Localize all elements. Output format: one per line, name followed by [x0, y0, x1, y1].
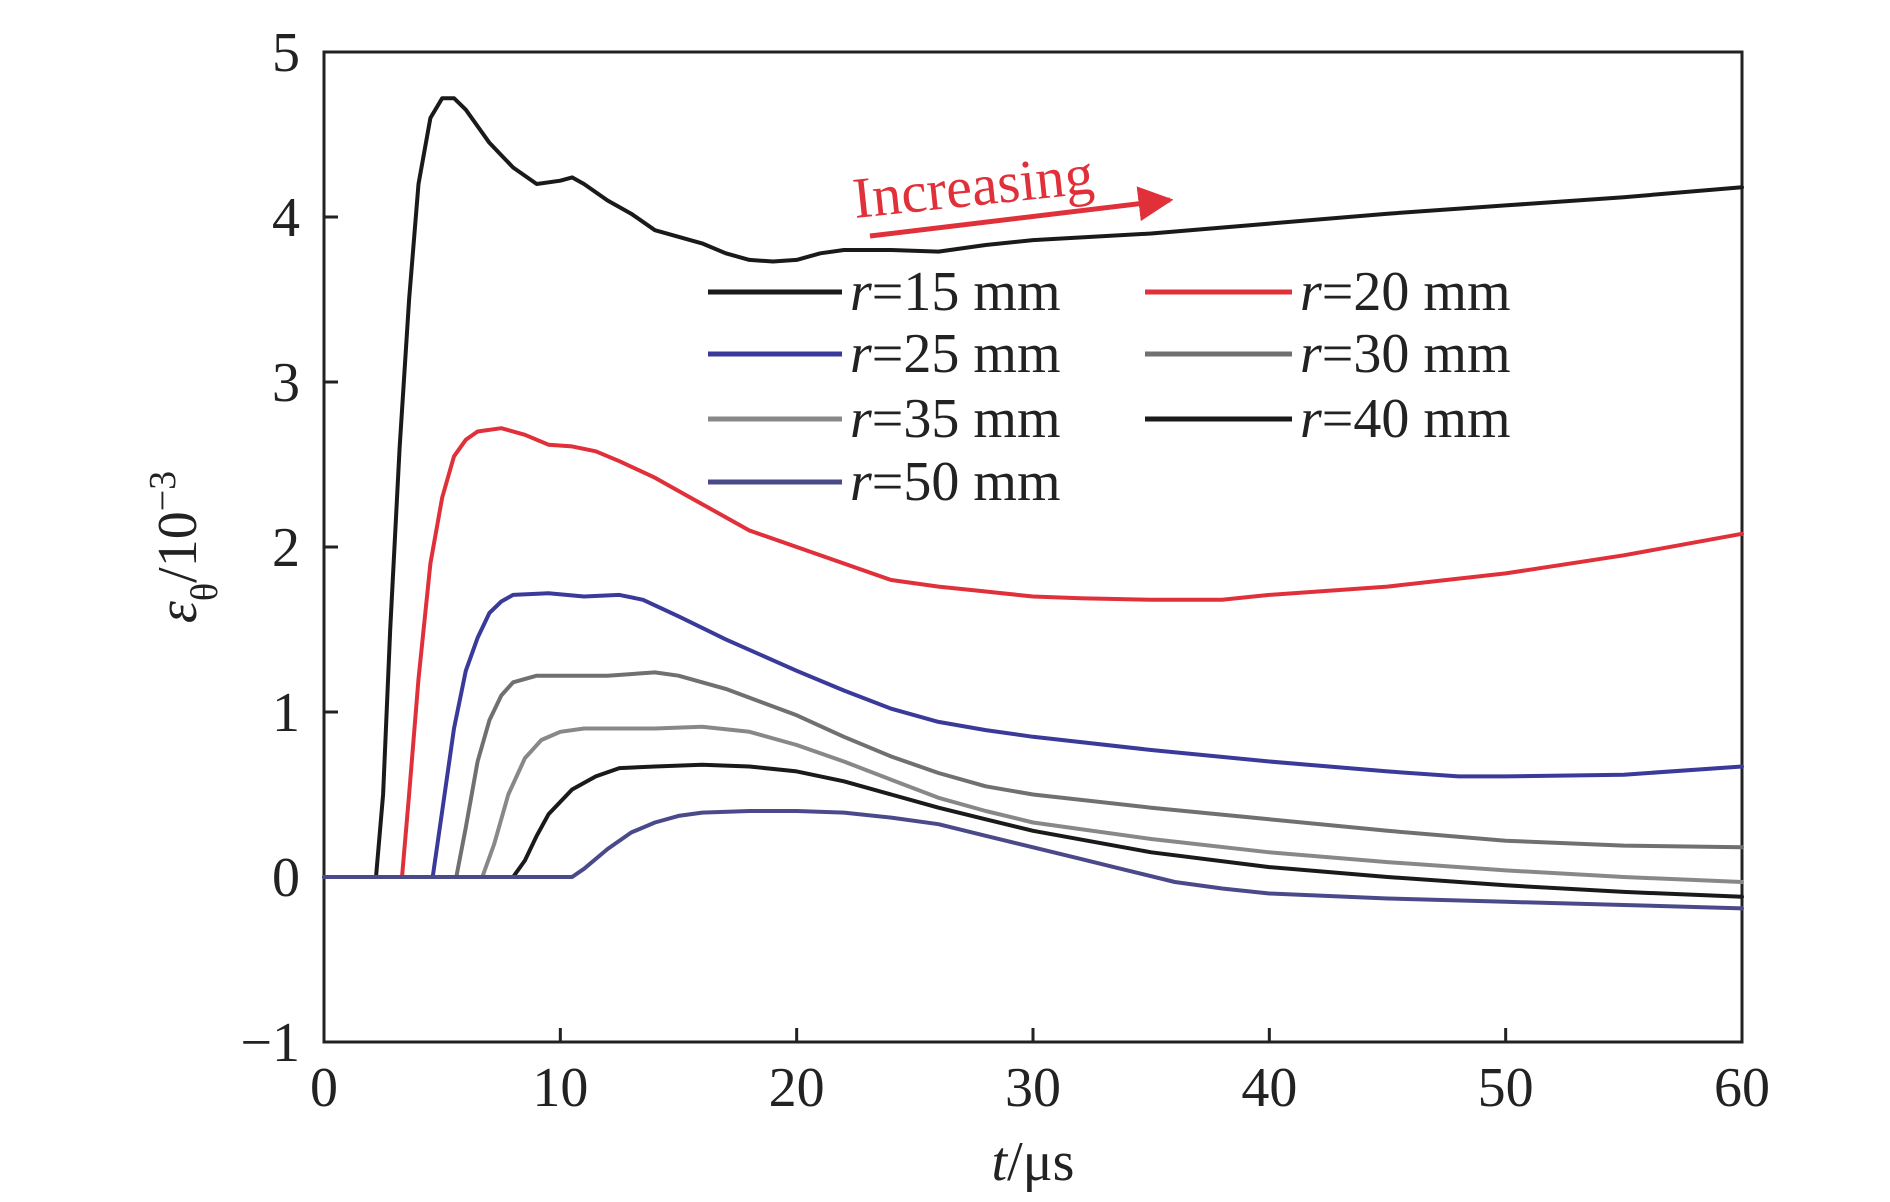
x-axis-label: t/μs — [992, 1131, 1075, 1193]
y-tick-label: 2 — [272, 517, 300, 579]
series-lines — [322, 96, 1744, 911]
legend-label: r=40 mm — [1300, 388, 1511, 450]
x-tick-label: 20 — [769, 1057, 825, 1119]
increasing-arrow — [869, 186, 1174, 239]
increasing-label: Increasing — [850, 141, 1097, 231]
series-line-5 — [322, 724, 1744, 884]
x-tick-label: 60 — [1714, 1057, 1770, 1119]
legend-label: r=50 mm — [850, 451, 1061, 513]
legend-label: r=25 mm — [850, 323, 1061, 385]
x-tick-label: 10 — [532, 1057, 588, 1119]
legend-label: r=20 mm — [1300, 261, 1511, 323]
increasing-annotation: Increasing — [850, 141, 1174, 239]
legend-label: r=30 mm — [1300, 323, 1511, 385]
series-line-6 — [322, 762, 1744, 899]
legend-label: r=15 mm — [850, 261, 1061, 323]
y-tick-label: 1 — [272, 682, 300, 744]
series-line-1 — [322, 96, 1744, 879]
y-tick-label: −1 — [240, 1012, 300, 1074]
x-tick-label: 40 — [1241, 1057, 1297, 1119]
y-tick-label: 5 — [272, 22, 300, 84]
x-tick-label: 30 — [1005, 1057, 1061, 1119]
series-line-3 — [322, 591, 1744, 879]
series-line-4 — [322, 670, 1744, 879]
y-tick-label: 0 — [272, 847, 300, 909]
series-line-7 — [322, 809, 1744, 911]
x-tick-label: 0 — [310, 1057, 338, 1119]
legend: r=15 mm r=20 mm r=25 mm r=30 mm r=35 mm r=40 … — [708, 261, 1511, 513]
series-line-2 — [322, 426, 1744, 879]
x-tick-label: 50 — [1478, 1057, 1534, 1119]
legend-label: r=35 mm — [850, 388, 1061, 450]
y-tick-label: 3 — [272, 352, 300, 414]
y-axis-label: εθ/10−3 — [142, 471, 226, 623]
y-tick-label: 4 — [272, 187, 300, 249]
